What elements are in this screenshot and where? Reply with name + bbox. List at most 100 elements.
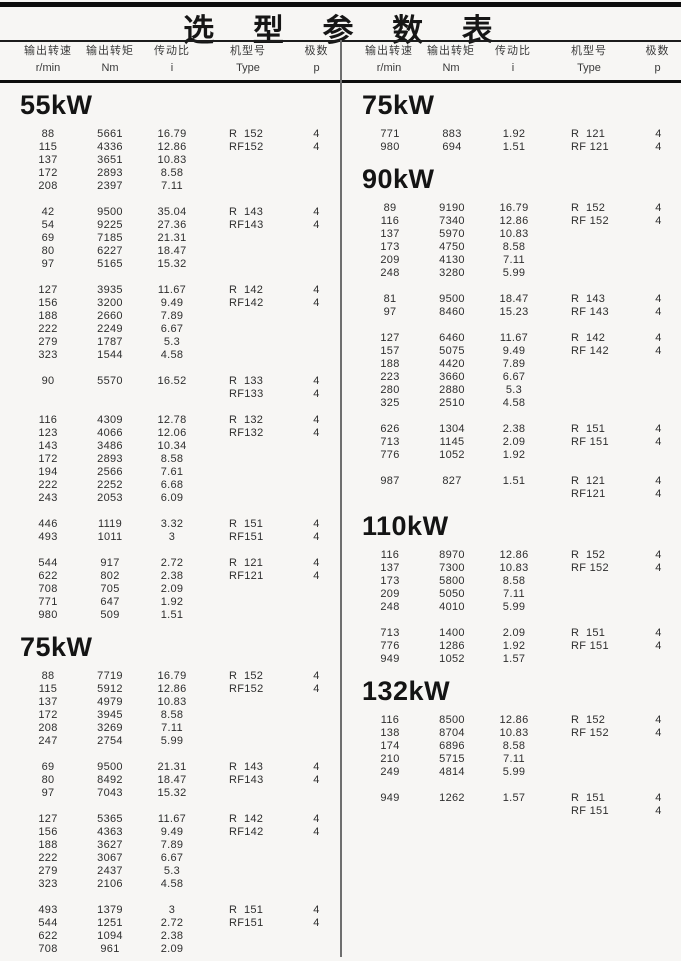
right-column: 75kW 771 883 1.92 R 121 4 980 694 1.51 RF 121 4 90k… — [342, 83, 681, 818]
speed-cell: 771 — [38, 596, 58, 608]
poles-cell: 4 — [655, 423, 662, 435]
type-cell: R 152 — [571, 202, 606, 214]
header-cell-2: 传动比 i — [482, 43, 544, 80]
speed-cell: 209 — [380, 588, 400, 600]
header-unit: i — [511, 62, 515, 74]
type-cell — [545, 267, 635, 280]
table-row: 626 1304 2.38 R 151 4 — [342, 423, 681, 436]
poles-cell — [635, 397, 681, 410]
torque-cell: 4130 — [439, 254, 465, 266]
ratio-cell: 21.31 — [157, 232, 187, 244]
ratio-cell: 7.89 — [502, 358, 526, 370]
poles-cell: 4 — [313, 774, 320, 786]
ratio-cell: 1.51 — [502, 475, 526, 487]
table-row: 544 917 2.72 R 121 4 — [0, 557, 340, 570]
table-row: 127 5365 11.67 R 142 4 — [0, 813, 340, 826]
header-name: 输出转矩 — [86, 45, 134, 57]
ratio-cell: 9.49 — [160, 826, 184, 838]
row-group: 89 9190 16.79 R 152 4 116 7340 12.86 RF 152 4 137 5… — [342, 202, 681, 280]
speed-cell: 173 — [380, 241, 400, 253]
speed-cell: 544 — [38, 557, 58, 569]
poles-cell — [293, 787, 340, 800]
table-row: 97 8460 15.23 RF 143 4 — [342, 306, 681, 319]
header-name: 输出转矩 — [427, 45, 475, 57]
type-cell — [545, 358, 635, 371]
header-cell-2: 传动比 i — [141, 43, 203, 80]
speed-cell: 248 — [380, 601, 400, 613]
torque-cell: 4750 — [439, 241, 465, 253]
table-row: 156 3200 9.49 RF142 4 — [0, 297, 340, 310]
ratio-cell: 7.61 — [160, 466, 184, 478]
speed-cell: 713 — [380, 436, 400, 448]
torque-cell: 6460 — [439, 332, 465, 344]
table-row: 137 4979 10.83 — [0, 696, 340, 709]
type-cell: RF151 — [229, 531, 264, 543]
torque-cell: 1379 — [97, 904, 123, 916]
header-name: 输出转速 — [365, 45, 413, 57]
speed-cell: 188 — [38, 310, 58, 322]
poles-cell: 4 — [313, 761, 320, 773]
ratio-cell: 15.23 — [499, 306, 529, 318]
speed-cell — [359, 805, 421, 818]
speed-cell: 88 — [41, 670, 55, 682]
poles-cell — [635, 267, 681, 280]
table-row: 771 883 1.92 R 121 4 — [342, 128, 681, 141]
poles-cell: 4 — [313, 813, 320, 825]
ratio-cell: 2.09 — [160, 943, 184, 955]
ratio-cell: 2.09 — [160, 583, 184, 595]
type-cell — [545, 228, 635, 241]
type-cell: RF 151 — [571, 805, 609, 817]
section-title: 132kW — [362, 676, 451, 706]
ratio-cell — [483, 805, 545, 818]
poles-cell — [293, 323, 340, 336]
table-row: 223 3660 6.67 — [342, 371, 681, 384]
speed-cell: 622 — [38, 930, 58, 942]
table-row: 222 2252 6.68 — [0, 479, 340, 492]
row-group: 446 1119 3.32 R 151 4 493 1011 3 RF151 4 — [0, 518, 340, 544]
poles-cell — [293, 154, 340, 167]
ratio-cell: 10.34 — [157, 440, 187, 452]
poles-cell — [293, 232, 340, 245]
torque-cell: 8970 — [439, 549, 465, 561]
ratio-cell: 6.67 — [160, 852, 184, 864]
torque-cell: 1251 — [97, 917, 123, 929]
ratio-cell: 2.38 — [160, 570, 184, 582]
torque-cell: 1094 — [97, 930, 123, 942]
ratio-cell: 2.09 — [502, 627, 526, 639]
type-cell: RF 121 — [571, 141, 609, 153]
poles-cell: 4 — [655, 627, 662, 639]
ratio-cell: 11.67 — [157, 284, 187, 296]
type-cell: RF132 — [229, 427, 264, 439]
table-row: 776 1286 1.92 RF 151 4 — [342, 640, 681, 653]
ratio-cell: 5.99 — [502, 601, 526, 613]
type-cell — [203, 479, 293, 492]
speed-cell: 987 — [380, 475, 400, 487]
torque-cell: 827 — [442, 475, 462, 487]
table-row: 544 1251 2.72 RF151 4 — [0, 917, 340, 930]
ratio-cell: 12.86 — [499, 714, 529, 726]
speed-cell: 544 — [38, 917, 58, 929]
type-cell — [203, 232, 293, 245]
table-row: 173 4750 8.58 — [342, 241, 681, 254]
row-group: 127 3935 11.67 R 142 4 156 3200 9.49 RF142 4 188 26… — [0, 284, 340, 362]
torque-cell: 5570 — [97, 375, 123, 387]
type-cell — [203, 596, 293, 609]
torque-cell: 2893 — [97, 453, 123, 465]
table-row: 137 5970 10.83 — [342, 228, 681, 241]
poles-cell — [293, 943, 340, 956]
header-cell-1: 输出转矩 Nm — [420, 43, 482, 80]
torque-cell: 4363 — [97, 826, 123, 838]
table-row: 987 827 1.51 R 121 4 — [342, 475, 681, 488]
ratio-cell: 1.51 — [160, 609, 184, 621]
table-row: 80 6227 18.47 — [0, 245, 340, 258]
ratio-cell: 18.47 — [157, 245, 187, 257]
ratio-cell: 4.58 — [160, 349, 184, 361]
torque-cell: 5912 — [97, 683, 123, 695]
table-row: 116 7340 12.86 RF 152 4 — [342, 215, 681, 228]
speed-cell: 776 — [380, 449, 400, 461]
torque-cell: 6896 — [439, 740, 465, 752]
type-cell — [203, 839, 293, 852]
torque-cell: 5715 — [439, 753, 465, 765]
ratio-cell: 8.58 — [502, 241, 526, 253]
poles-cell: 4 — [655, 727, 662, 739]
